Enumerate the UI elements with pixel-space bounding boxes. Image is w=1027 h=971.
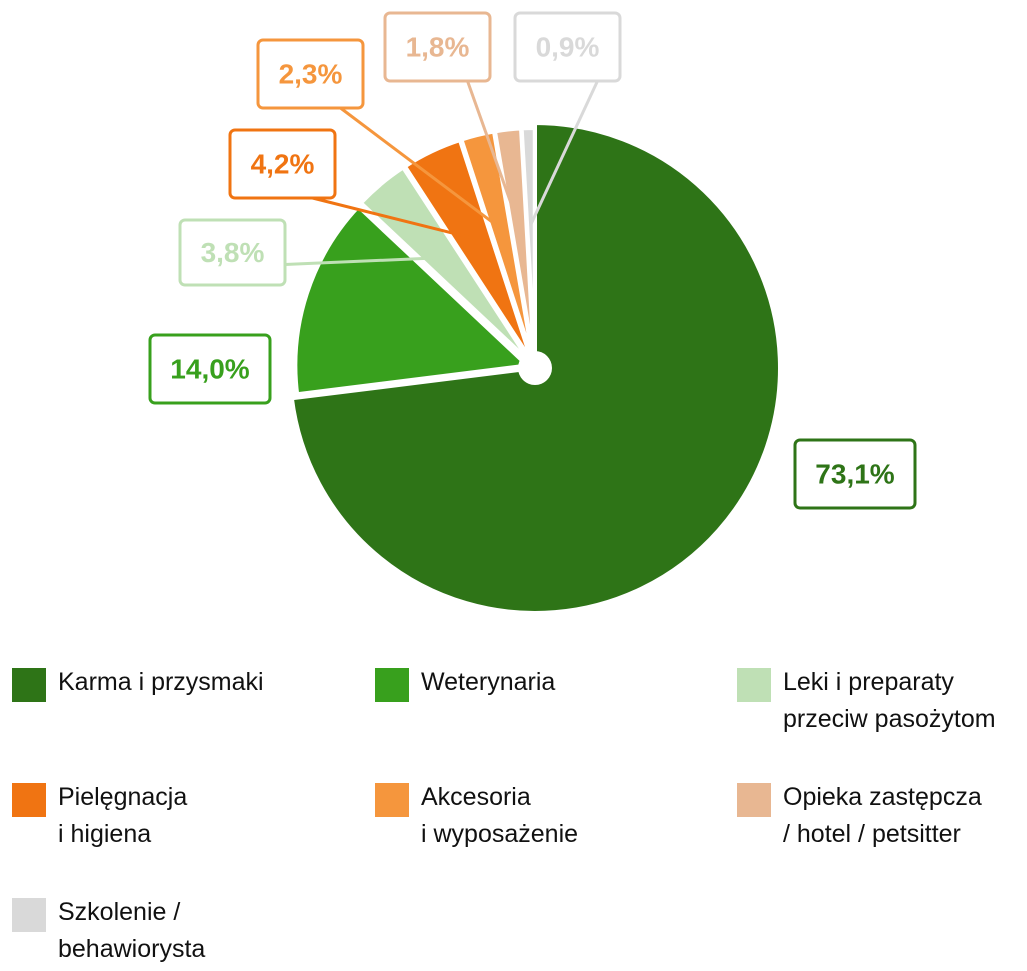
data-label: 73,1%	[815, 458, 894, 489]
legend-label: Leki i preparaty przeciw pasożytom	[783, 668, 996, 733]
leader-line	[312, 196, 474, 240]
label-box	[228, 128, 337, 200]
leader-line	[339, 106, 502, 230]
legend-label: Weterynaria	[421, 668, 556, 696]
leader-line	[284, 256, 443, 266]
pie-slice	[293, 203, 532, 397]
data-label: 14,0%	[170, 353, 249, 384]
data-label: 2,3%	[279, 58, 343, 89]
legend-swatch	[12, 783, 46, 817]
data-label: 0,9%	[536, 31, 600, 62]
legend-swatch	[737, 668, 771, 702]
legend-swatch	[12, 668, 46, 702]
legend-swatch	[375, 668, 409, 702]
legend-label: Akcesoria i wyposażenie	[421, 783, 579, 848]
pie-slice	[358, 164, 532, 364]
data-label: 3,8%	[201, 237, 265, 268]
legend-swatch	[12, 898, 46, 932]
pie-slice	[519, 126, 537, 361]
label-box	[513, 11, 622, 83]
leader-line	[466, 80, 521, 226]
leader-line	[529, 80, 599, 225]
center-hole	[518, 351, 552, 385]
legend-label: Pielęgnacja i higiena	[58, 783, 188, 848]
legend-label: Opieka zastępcza / hotel / petsitter	[783, 783, 982, 848]
legend-swatch	[375, 783, 409, 817]
label-box	[178, 218, 287, 287]
legend-label: Karma i przysmaki	[58, 668, 264, 696]
data-label: 1,8%	[406, 31, 470, 62]
label-box	[793, 438, 917, 510]
legend-label: Szkolenie / behawiorysta	[58, 898, 206, 963]
data-label: 4,2%	[251, 148, 315, 179]
label-box	[383, 11, 492, 83]
label-box	[256, 38, 365, 110]
legend-swatch	[737, 783, 771, 817]
label-box	[148, 333, 272, 405]
